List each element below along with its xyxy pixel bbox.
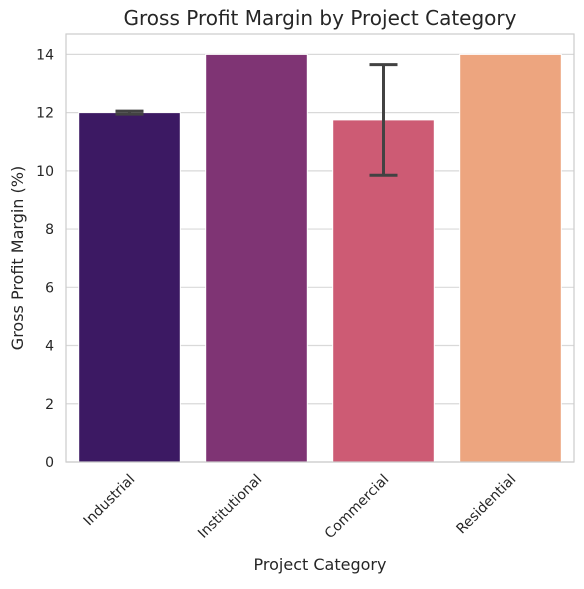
y-axis-ticks: 0 2 4 6 8 10 12 14 [36,47,54,471]
x-tick-label-institutional: Institutional [195,472,265,542]
y-tick-label: 10 [36,164,54,180]
y-tick-label: 12 [36,106,54,122]
y-tick-label: 2 [45,397,54,413]
y-tick-label: 6 [45,280,54,296]
x-tick-label-commercial: Commercial [322,472,393,543]
bar-residential [459,53,562,463]
plot-frame [65,33,575,463]
y-tick-label: 8 [45,222,54,238]
y-tick-label: 0 [45,455,54,471]
x-axis-label: Project Category [254,555,387,574]
x-tick-label-residential: Residential [453,472,519,538]
x-axis-ticks: Industrial Institutional Commercial Residen… [81,472,520,543]
chart-title: Gross Profit Margin by Project Category [124,6,517,30]
bar-industrial [78,112,181,463]
y-axis-label: Gross Profit Margin (%) [8,166,27,350]
bar-institutional [205,53,308,463]
y-tick-label: 4 [45,339,54,355]
bar-commercial [332,119,435,463]
bars [78,53,562,463]
x-tick-label-industrial: Industrial [81,472,139,530]
error-bars [115,63,398,177]
y-tick-label: 14 [36,47,54,63]
